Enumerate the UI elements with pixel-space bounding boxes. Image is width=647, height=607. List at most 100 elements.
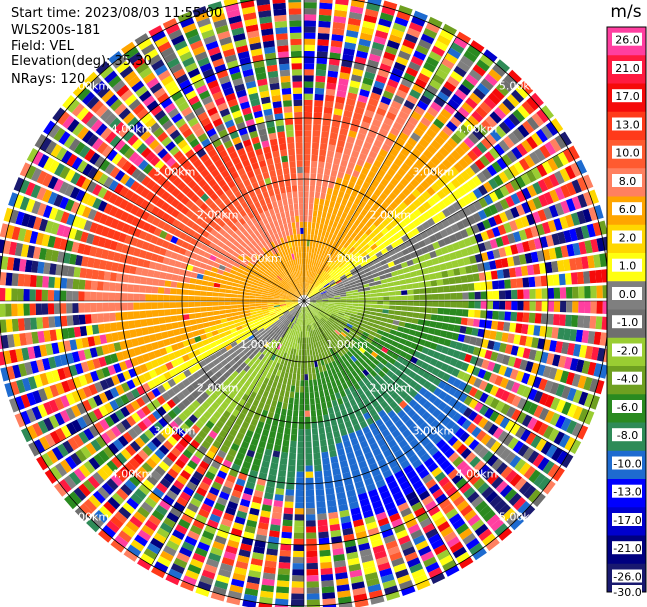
range-gate bbox=[427, 462, 439, 473]
range-gate bbox=[87, 475, 100, 489]
range-gate bbox=[415, 463, 426, 474]
range-gate bbox=[151, 509, 165, 521]
range-gate bbox=[249, 271, 257, 277]
range-gate bbox=[469, 92, 482, 105]
range-gate bbox=[290, 434, 297, 442]
range-gate bbox=[376, 154, 385, 163]
range-gate bbox=[84, 303, 91, 313]
range-gate bbox=[517, 124, 530, 138]
range-gate bbox=[403, 173, 413, 183]
range-gate bbox=[309, 295, 316, 299]
range-gate bbox=[197, 581, 212, 592]
range-gate bbox=[467, 150, 479, 162]
range-gate bbox=[301, 361, 304, 369]
range-gate bbox=[93, 421, 105, 434]
range-gate bbox=[232, 522, 244, 531]
range-gate bbox=[305, 331, 308, 338]
range-gate bbox=[90, 291, 97, 301]
range-gate bbox=[159, 230, 168, 239]
range-gate bbox=[473, 282, 481, 291]
range-gate bbox=[142, 222, 152, 232]
range-gate bbox=[516, 384, 527, 396]
range-gate bbox=[285, 421, 292, 429]
range-gate bbox=[304, 111, 313, 119]
range-gate bbox=[152, 377, 162, 387]
range-gate bbox=[346, 451, 355, 460]
range-gate bbox=[153, 325, 161, 333]
range-gate bbox=[0, 287, 6, 301]
range-gate bbox=[136, 219, 146, 229]
range-gate bbox=[261, 332, 268, 338]
range-gate bbox=[307, 283, 311, 290]
range-gate bbox=[573, 343, 582, 357]
range-gate bbox=[378, 148, 388, 158]
range-gate bbox=[280, 293, 287, 297]
range-gate bbox=[238, 284, 245, 289]
range-gate bbox=[288, 372, 293, 380]
range-gate bbox=[182, 433, 193, 444]
range-gate bbox=[499, 301, 506, 310]
range-gate bbox=[208, 430, 218, 440]
range-gate bbox=[531, 112, 545, 127]
range-gate bbox=[153, 532, 167, 544]
range-gate bbox=[273, 299, 280, 301]
range-gate bbox=[307, 291, 313, 297]
range-gate bbox=[304, 398, 310, 405]
range-gate bbox=[518, 254, 527, 265]
range-gate bbox=[223, 551, 237, 561]
range-gate bbox=[570, 212, 581, 226]
range-gate bbox=[344, 312, 352, 316]
range-gate bbox=[312, 330, 316, 337]
range-gate bbox=[522, 400, 533, 413]
range-gate bbox=[125, 403, 136, 414]
range-gate bbox=[357, 492, 369, 501]
range-gate bbox=[279, 550, 291, 557]
range-gate bbox=[444, 52, 458, 65]
range-gate bbox=[340, 301, 347, 303]
range-gate bbox=[423, 457, 435, 468]
range-gate bbox=[319, 248, 324, 256]
range-gate bbox=[111, 456, 123, 469]
range-gate bbox=[331, 462, 340, 470]
range-gate bbox=[332, 221, 338, 229]
range-gate bbox=[424, 441, 435, 452]
range-gate bbox=[205, 450, 216, 460]
range-gate bbox=[79, 326, 88, 337]
range-gate bbox=[188, 283, 196, 290]
range-gate bbox=[304, 343, 307, 350]
range-gate bbox=[279, 414, 286, 422]
range-gate bbox=[509, 220, 518, 232]
range-gate bbox=[97, 187, 108, 199]
range-gate bbox=[185, 569, 200, 580]
range-gate bbox=[217, 449, 227, 459]
range-gate bbox=[162, 381, 171, 391]
range-gate bbox=[313, 316, 318, 322]
range-gate bbox=[317, 378, 322, 386]
range-gate bbox=[353, 261, 360, 268]
range-gate bbox=[384, 196, 393, 205]
range-gate bbox=[243, 310, 251, 314]
range-gate bbox=[465, 74, 479, 87]
range-gate bbox=[125, 339, 134, 349]
range-gate bbox=[343, 192, 351, 201]
range-gate bbox=[524, 252, 533, 264]
range-gate bbox=[515, 370, 525, 382]
range-gate bbox=[390, 444, 401, 454]
range-gate bbox=[486, 164, 498, 177]
range-gate bbox=[322, 299, 329, 301]
range-gate bbox=[92, 197, 102, 210]
range-gate bbox=[189, 524, 203, 536]
range-gate bbox=[208, 486, 220, 496]
range-gate bbox=[286, 483, 295, 490]
range-gate bbox=[54, 163, 65, 177]
range-gate bbox=[377, 183, 386, 192]
range-gate bbox=[304, 270, 306, 277]
range-gate bbox=[309, 240, 313, 247]
range-gate bbox=[305, 422, 311, 430]
range-gate bbox=[431, 257, 440, 265]
range-gate bbox=[154, 262, 163, 271]
range-gate bbox=[354, 320, 361, 326]
range-gate bbox=[125, 444, 137, 457]
range-gate bbox=[144, 233, 153, 242]
range-gate bbox=[144, 519, 158, 532]
